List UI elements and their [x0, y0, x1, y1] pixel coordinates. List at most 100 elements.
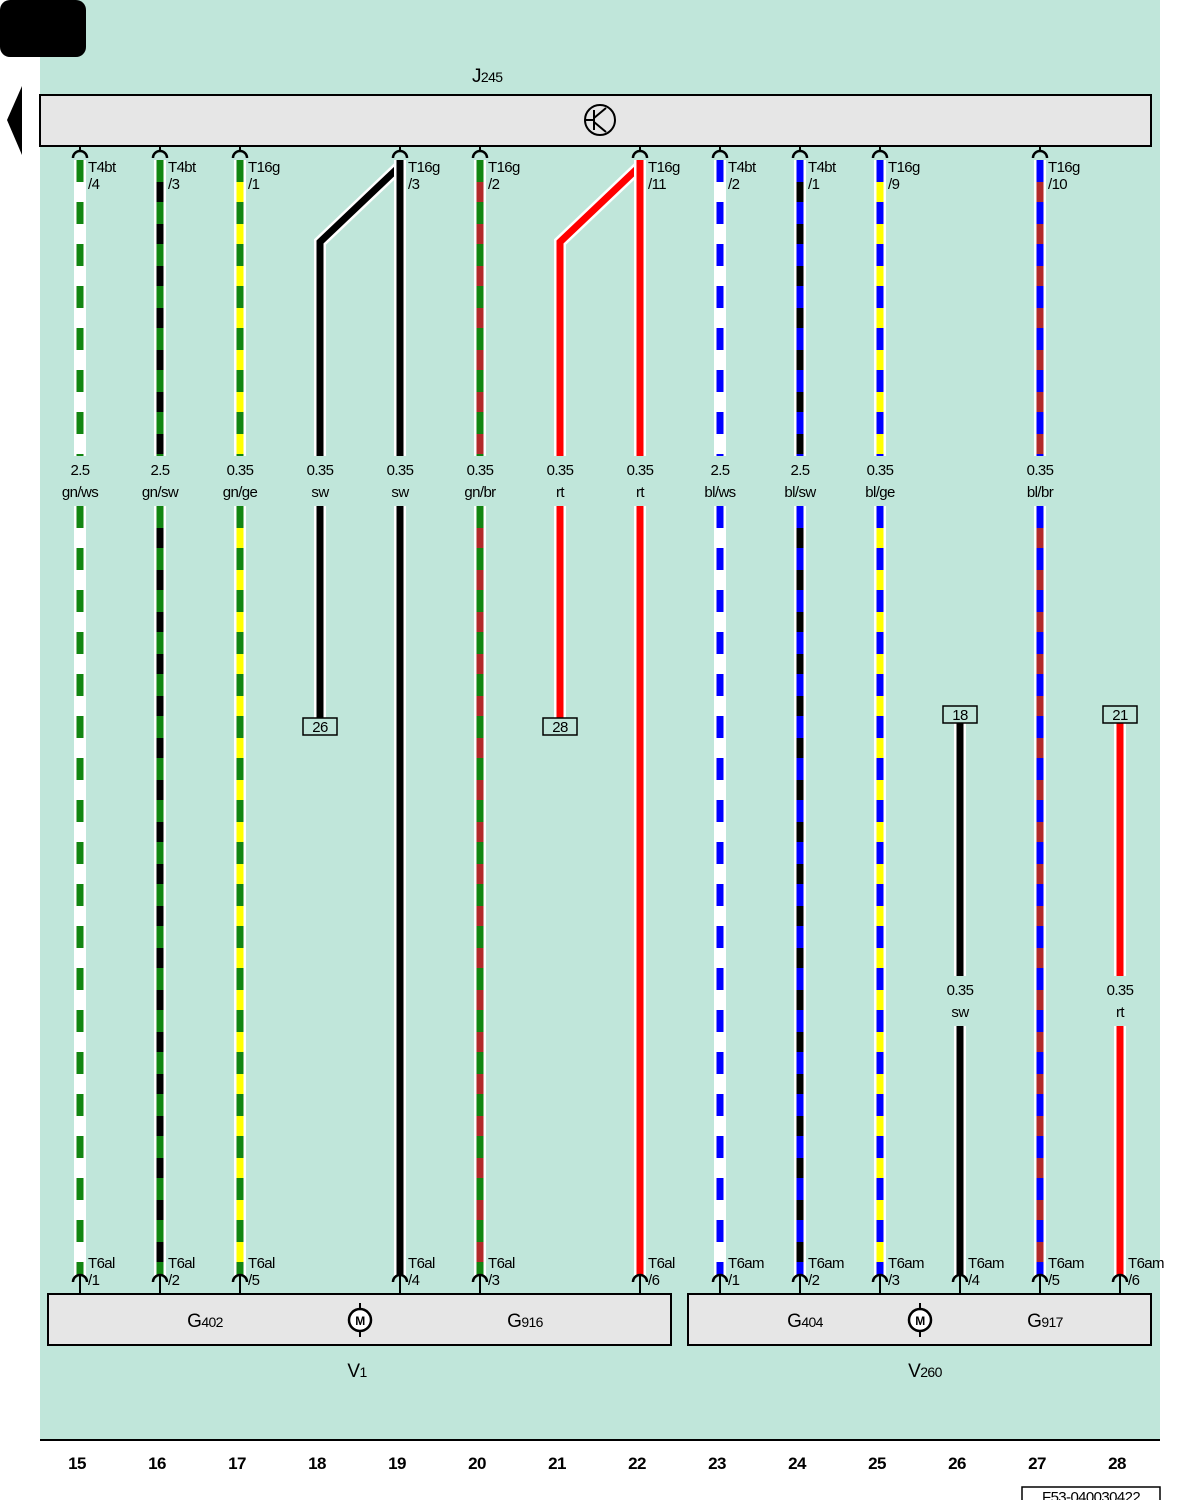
connector-cup	[791, 1273, 809, 1283]
sensor-label: G916	[507, 1311, 544, 1332]
column-number: 27	[1028, 1454, 1046, 1473]
column-number: 25	[868, 1454, 886, 1473]
top-pin: /11	[648, 176, 666, 193]
sensor-label: G402	[187, 1311, 224, 1332]
top-pin: /2	[488, 176, 500, 193]
connector-cup	[391, 149, 409, 159]
wire-color: sw	[951, 1004, 969, 1021]
wire-size: 2.5	[710, 462, 729, 479]
connector-cup	[1031, 149, 1049, 159]
letter: G	[787, 1311, 801, 1332]
motor-symbol-label: M	[915, 1314, 925, 1328]
bottom-connector: T6al	[488, 1255, 515, 1272]
column-number: 20	[468, 1454, 486, 1473]
terminal-box	[542, 717, 578, 736]
bottom-connector: T6al	[88, 1255, 115, 1272]
top-connector: T16g	[648, 159, 680, 176]
bottom-connector: T6am	[808, 1255, 844, 1272]
top-pin: /3	[408, 176, 420, 193]
sensor-label: G404	[787, 1311, 824, 1332]
bottom-connector: T6al	[648, 1255, 675, 1272]
bottom-connector: T6am	[1128, 1255, 1164, 1272]
top-pin: /2	[728, 176, 740, 193]
number: 916	[521, 1314, 543, 1330]
control-unit-box	[39, 94, 1152, 147]
wire-size: 2.5	[790, 462, 809, 479]
wire-size: 0.35	[1107, 982, 1134, 999]
column-number: 18	[308, 1454, 326, 1473]
connector-cup	[471, 1273, 489, 1283]
bottom-connector: T6am	[968, 1255, 1004, 1272]
column-number: 17	[228, 1454, 246, 1473]
connector-cup	[471, 149, 489, 159]
transistor-symbol	[584, 104, 616, 136]
page-tab	[0, 0, 86, 57]
bottom-connector: T6am	[728, 1255, 764, 1272]
column-number: 16	[148, 1454, 166, 1473]
wire-size: 0.35	[547, 462, 574, 479]
top-connector: T4bt	[168, 159, 197, 176]
connector-cup	[631, 149, 649, 159]
top-pin: /1	[248, 176, 260, 193]
bottom-pin: /6	[1128, 1272, 1140, 1289]
connector-cup	[231, 149, 249, 159]
top-pin: /3	[168, 176, 180, 193]
number: 917	[1041, 1314, 1063, 1330]
connector-cup	[151, 1273, 169, 1283]
wire-color: bl/ws	[704, 484, 735, 501]
column-number: 28	[1108, 1454, 1126, 1473]
wire-color: bl/br	[1027, 484, 1054, 501]
letter: V	[347, 1361, 360, 1382]
connector-cup	[711, 1273, 729, 1283]
bottom-pin: /2	[808, 1272, 820, 1289]
wire-color: bl/sw	[784, 484, 816, 501]
bottom-connector: T6am	[1048, 1255, 1084, 1272]
wire-color: gn/ge	[223, 484, 258, 501]
column-number: 19	[388, 1454, 406, 1473]
top-pin: /9	[888, 176, 900, 193]
wire-size: 0.35	[867, 462, 894, 479]
terminal-number: 26	[312, 719, 328, 736]
number: 404	[801, 1314, 823, 1330]
top-connector: T4bt	[88, 159, 117, 176]
back-arrow[interactable]	[7, 86, 22, 155]
bottom-pin: /1	[728, 1272, 740, 1289]
top-connector: T4bt	[808, 159, 837, 176]
column-number: 23	[708, 1454, 726, 1473]
terminal-box	[302, 717, 338, 736]
letter: J	[472, 66, 481, 87]
column-number: 22	[628, 1454, 646, 1473]
wire-size: 0.35	[467, 462, 494, 479]
connector-cup	[711, 149, 729, 159]
top-connector: T4bt	[728, 159, 757, 176]
top-pin: /10	[1048, 176, 1067, 193]
column-number: 15	[68, 1454, 86, 1473]
connector-cup	[791, 149, 809, 159]
bottom-pin: /5	[1048, 1272, 1060, 1289]
wire-size: 0.35	[947, 982, 974, 999]
letter: G	[187, 1311, 201, 1332]
terminal-number: 18	[952, 707, 968, 724]
terminal-box	[942, 705, 978, 724]
connector-cup	[1111, 1273, 1129, 1283]
control-unit-label: J245	[472, 66, 503, 87]
sensor-label: G917	[1027, 1311, 1064, 1332]
top-connector: T16g	[408, 159, 440, 176]
connector-cup	[951, 1273, 969, 1283]
connector-cup	[71, 1273, 89, 1283]
wire-size: 0.35	[307, 462, 334, 479]
wire-color: rt	[556, 484, 565, 501]
bottom-pin: /4	[968, 1272, 980, 1289]
bottom-pin: /5	[248, 1272, 260, 1289]
top-connector: T16g	[888, 159, 920, 176]
reference: F53-040030422	[1042, 1489, 1140, 1500]
connector-cup	[1031, 1273, 1049, 1283]
terminal-number: 21	[1112, 707, 1128, 724]
wire-color: gn/ws	[62, 484, 98, 501]
connector-cup	[151, 149, 169, 159]
wire-color: bl/ge	[865, 484, 895, 501]
wire-size: 0.35	[387, 462, 414, 479]
column-number: 21	[548, 1454, 566, 1473]
